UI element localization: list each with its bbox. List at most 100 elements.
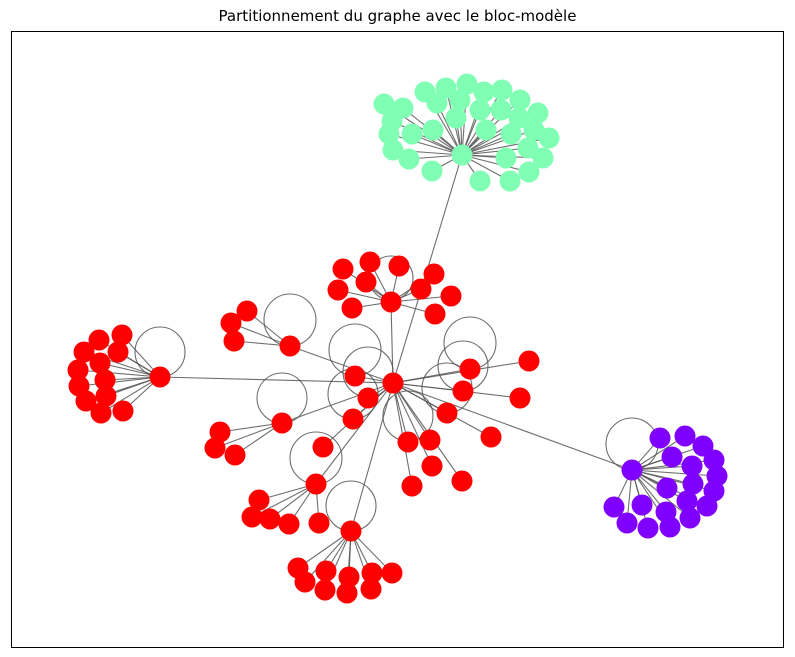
edge (78, 376, 161, 387)
graph-node (67, 359, 89, 381)
hub-node (382, 372, 404, 394)
graph-node (373, 93, 395, 115)
edge (214, 422, 283, 449)
hub-node (344, 365, 366, 387)
graph-node (294, 571, 316, 593)
graph-node (315, 560, 337, 582)
edge (461, 147, 529, 156)
graph-node (490, 99, 512, 121)
edge (631, 469, 718, 477)
edge (77, 369, 161, 378)
graph-node (259, 508, 281, 530)
graph-node (421, 160, 443, 182)
graph-node (220, 312, 242, 334)
graph-node (603, 496, 625, 518)
graph-node (361, 562, 383, 584)
graph-node (509, 387, 531, 409)
edge (461, 154, 530, 173)
graph-node (312, 436, 334, 458)
graph-node (224, 444, 246, 466)
graph-node (518, 161, 540, 183)
edge (297, 530, 352, 569)
graph-node (410, 278, 432, 300)
graph-node (107, 341, 129, 363)
graph-node (518, 350, 540, 372)
graph-node (696, 495, 718, 517)
hub-node (149, 366, 171, 388)
graph-node (469, 170, 491, 192)
graph-node (616, 512, 638, 534)
hub-node (397, 431, 419, 453)
graph-node (223, 330, 245, 352)
graph-node (73, 341, 95, 363)
graph-node (480, 426, 502, 448)
graph-node (637, 517, 659, 539)
graph-node (421, 455, 443, 477)
graph-node (674, 425, 696, 447)
hub-node (380, 291, 402, 313)
nodes-layer (67, 73, 728, 604)
hub-node (451, 144, 473, 166)
graph-node (204, 437, 226, 459)
hub-node (271, 412, 293, 434)
graph-node (469, 99, 491, 121)
edge (230, 322, 291, 347)
graph-node (532, 147, 554, 169)
graph-node (75, 390, 97, 412)
graph-node (631, 494, 653, 516)
graph-node (360, 578, 382, 600)
hub-node (436, 402, 458, 424)
edge (388, 133, 463, 156)
edge (461, 129, 535, 156)
edge (304, 530, 352, 583)
graph-node (682, 473, 704, 495)
edge (315, 382, 394, 485)
figure-title: Partitionnement du graphe avec le bloc-m… (218, 7, 577, 25)
graph-node (681, 455, 703, 477)
graph-node (88, 329, 110, 351)
edge (392, 382, 433, 467)
graph-node (90, 402, 112, 424)
hub-node (279, 335, 301, 357)
hub-node (357, 387, 379, 409)
hub-node (340, 520, 362, 542)
graph-node (508, 107, 530, 129)
graph-node (209, 421, 231, 443)
graph-node (341, 297, 363, 319)
edge (289, 345, 394, 384)
graph-node (499, 170, 521, 192)
graph-node (423, 263, 445, 285)
graph-node (500, 123, 522, 145)
hub-node (621, 459, 643, 481)
graph-node (424, 303, 446, 325)
graph-node (398, 148, 420, 170)
graph-node (381, 562, 403, 584)
graph-node (456, 73, 478, 95)
graph-node (332, 258, 354, 280)
graph-node (401, 123, 423, 145)
graph-node (451, 470, 473, 492)
edge (281, 382, 394, 424)
graph-node (308, 512, 330, 534)
graph-node (359, 251, 381, 273)
graph-node (327, 279, 349, 301)
hub-node (452, 380, 474, 402)
graph-node (445, 107, 467, 129)
graph-node (449, 89, 471, 111)
edge (392, 382, 633, 471)
graph-node (401, 475, 423, 497)
graph-node (473, 81, 495, 103)
hub-node (419, 429, 441, 451)
edge (350, 382, 394, 532)
graph-node (661, 446, 683, 468)
graph-node (491, 79, 513, 101)
graph-node (388, 255, 410, 277)
graph-node (378, 123, 400, 145)
graph-node (509, 89, 531, 111)
hub-node (342, 408, 364, 430)
graph-node (495, 147, 517, 169)
graph-node (336, 582, 358, 604)
plot-frame (11, 31, 784, 648)
graph-node (382, 139, 404, 161)
